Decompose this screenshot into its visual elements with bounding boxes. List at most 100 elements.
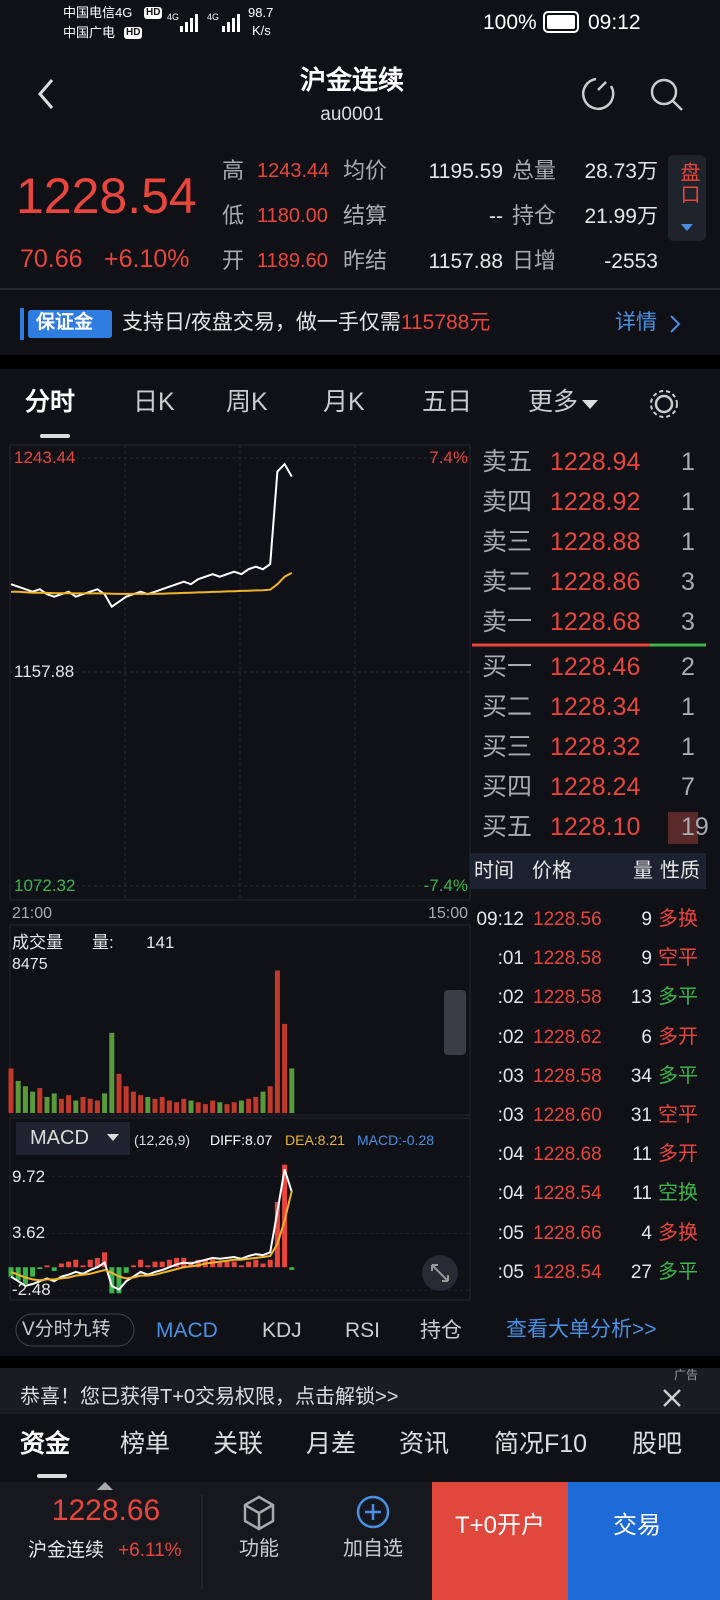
indicator-tab[interactable]: MACD [156,1319,218,1342]
trade-type: 空换 [658,1182,698,1205]
banner-text: 支持日/夜盘交易，做一手仅需 [122,311,401,334]
signal-label: 4G [167,12,180,22]
signal-icon [180,14,240,32]
nav-tab[interactable]: 资讯 [399,1430,450,1458]
ad-text[interactable]: 恭喜！您已获得T+0交易权限，点击解锁>> [20,1386,399,1408]
settings-button[interactable] [654,394,674,414]
expand-icon [431,1264,449,1282]
book-qty: 3 [681,608,695,636]
trades-header: 性质 [660,860,700,882]
nav-tab[interactable]: 股吧 [632,1430,683,1458]
book-price: 1228.86 [550,568,641,596]
tab[interactable]: 五日 [422,388,473,416]
pill[interactable] [15,1313,135,1347]
carrier: 中国电信4G [63,5,133,20]
open-account-bg[interactable] [432,1482,568,1600]
expand-up[interactable] [97,1482,113,1490]
volume-last: 141 [146,933,175,952]
volume-bar [238,1100,244,1113]
book-qty: 2 [681,653,695,681]
field-label: 结算 [343,203,388,228]
function-button[interactable]: 功能 [239,1538,279,1560]
macd-bar [231,1261,237,1268]
trade-qty: 6 [641,1026,652,1048]
trade-qty: 13 [630,987,652,1009]
x-tick-label: 15:00 [427,905,468,922]
trades-header: 价格 [532,860,572,882]
watchlist-plus [365,1504,381,1520]
trade-type: 多开 [658,1143,698,1166]
macd-bar [94,1257,100,1268]
trades-header: 时间 [474,860,514,882]
book-price: 1228.32 [550,733,641,761]
volume-bar [152,1098,158,1113]
trade-button[interactable]: 交易 [613,1512,661,1539]
field-value: -- [489,205,503,228]
macd-bar [253,1259,259,1268]
nav-tab[interactable]: 关联 [213,1430,264,1458]
battery: 100% [483,11,537,34]
trade-qty: 4 [641,1222,652,1244]
macd-bar [174,1257,180,1268]
tab[interactable]: 日K [133,388,175,416]
field-label: 均价 [343,158,388,183]
indicator-tab[interactable]: RSI [345,1319,381,1342]
volume-bar [174,1102,180,1113]
indicator-name[interactable]: MACD [30,1127,89,1149]
nav-tab[interactable]: 月差 [306,1430,357,1458]
bottom-price: 1228.66 [51,1494,161,1527]
macd-bar [44,1265,50,1268]
tab[interactable]: 月K [323,388,365,416]
indicator-legend: DIFF:8.07 [210,1132,273,1148]
nav-tab[interactable]: 简况F10 [494,1430,588,1458]
side-button-bg[interactable] [668,155,706,241]
field-label: 高 [222,158,245,183]
side-button-arrow [681,224,693,231]
collapse-handle[interactable] [444,990,466,1055]
trade-type: 多开 [658,1025,698,1048]
macd-bar [260,1263,266,1268]
watchlist-button[interactable]: 加自选 [343,1538,403,1560]
trade-type: 多平 [658,1260,698,1283]
y-tick-label: 1072.32 [14,876,76,895]
indicator-tab[interactable]: KDJ [262,1319,302,1342]
banner-link[interactable]: 详情 [615,311,657,334]
field-value: -2553 [604,250,658,273]
volume-bar [138,1095,144,1113]
trade-bg[interactable] [568,1482,720,1600]
back-button[interactable] [38,79,54,109]
indicator-legend: DEA:8.21 [285,1132,345,1148]
trade-time: :04 [497,1144,524,1166]
macd-bar [80,1265,86,1268]
banner-amount: 115788元 [400,311,491,334]
macd-bar [282,1164,288,1268]
y-tick-label: 8475 [12,956,48,973]
search-button[interactable] [650,78,678,106]
indicator-tab[interactable]: 持仓 [420,1319,462,1342]
volume-bar [210,1100,216,1113]
macd-line [10,1190,293,1282]
indicator-tab[interactable]: V分时九转 [22,1319,111,1340]
side-button[interactable]: 盘口 [677,162,699,206]
trade-time: :03 [497,1105,524,1126]
book-qty: 1 [681,693,695,721]
nav-tab[interactable]: 榜单 [120,1430,171,1458]
nav-tab[interactable]: 资金 [20,1430,71,1458]
tab[interactable]: 周K [226,388,268,416]
tab[interactable]: 更多 [528,388,579,416]
book-qty: 1 [681,733,695,761]
volume-bar [73,1100,79,1113]
macd-line [10,1168,293,1291]
ad-close[interactable] [663,1389,681,1407]
open-account-button[interactable]: T+0开户 [454,1512,546,1539]
tab[interactable]: 分时 [25,388,76,416]
trade-type: 多平 [658,1064,698,1087]
macd-bar [195,1259,201,1268]
function-icon[interactable] [243,1495,275,1531]
big-order-link[interactable]: 查看大单分析>> [506,1318,657,1341]
watchlist-icon[interactable] [356,1495,390,1529]
net-speed: 98.7 [248,5,274,20]
change-pct: +6.10% [104,245,190,273]
refresh-button[interactable] [581,77,615,111]
macd-bar [224,1261,230,1268]
